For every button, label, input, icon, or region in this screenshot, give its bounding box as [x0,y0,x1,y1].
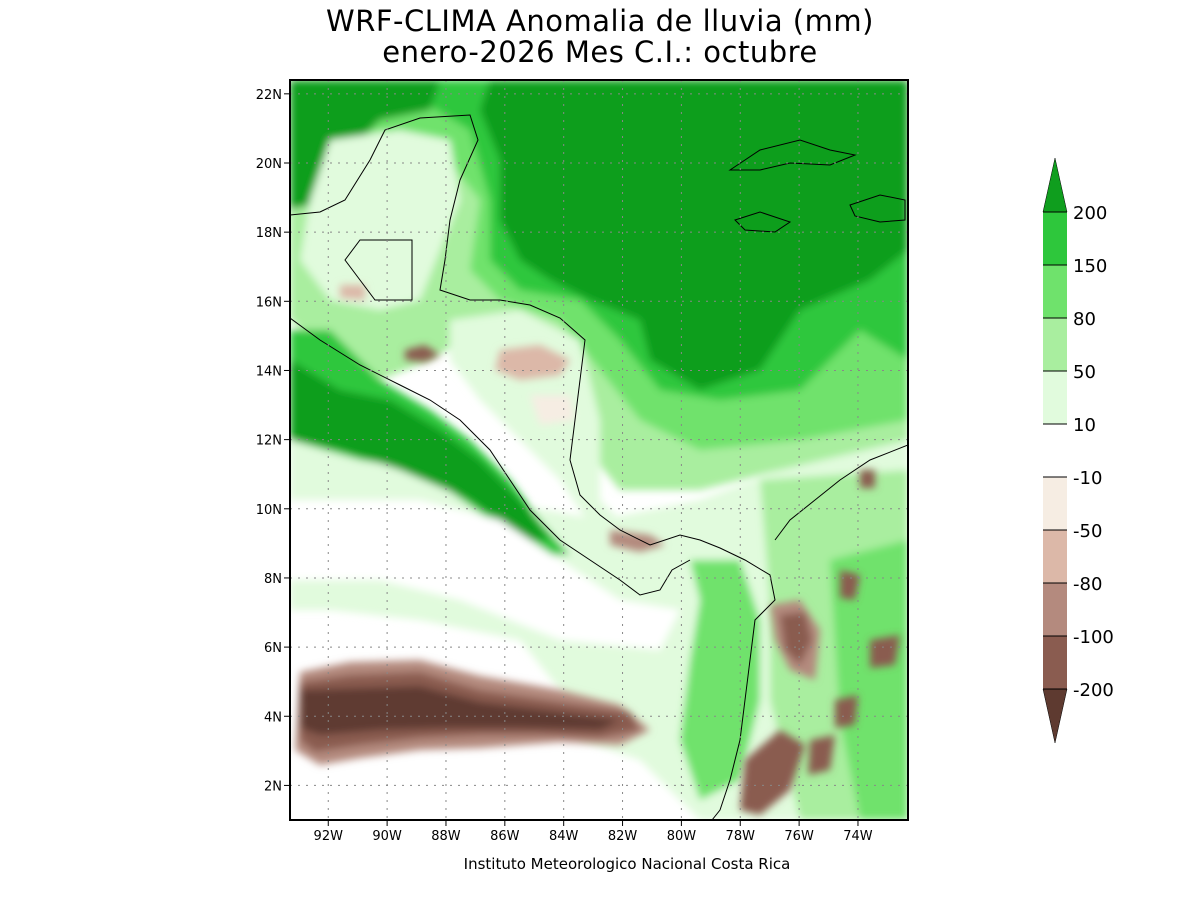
colorbar-segment [1043,530,1067,583]
lon-tick-label: 88W [431,829,461,844]
colorbar: 200 150 80 50 10 -10 -50 -80 -100 -200 [1042,157,1114,744]
lat-tick-label: 20N [256,157,282,172]
lat-tick-label: 22N [256,88,282,103]
lat-tick-label: 6N [264,641,282,656]
colorbar-label: 10 [1073,415,1096,436]
lat-tick-label: 4N [264,710,282,725]
map-title-line1: WRF-CLIMA Anomalia de lluvia (mm) [326,4,874,38]
colorbar-label: 80 [1073,309,1096,330]
lon-tick-label: 74W [843,829,873,844]
colorbar-label: 50 [1073,362,1096,383]
colorbar-label: -10 [1073,468,1102,489]
lon-tick-label: 78W [726,829,756,844]
lat-tick-label: 14N [256,364,282,379]
latitude-axis: 2N 4N 6N 8N 10N 12N 14N 16N 18N 20N 22N [256,88,290,794]
lon-tick-label: 84W [549,829,579,844]
lon-tick-label: 80W [667,829,697,844]
lat-tick-label: 16N [256,295,282,310]
lon-tick-label: 92W [314,829,344,844]
colorbar-segment [1043,636,1067,689]
colorbar-label: 150 [1073,256,1107,277]
colorbar-segment [1043,212,1067,265]
colorbar-label: -50 [1073,521,1102,542]
lon-tick-label: 76W [784,829,814,844]
map-grid [290,80,908,820]
lon-tick-label: 82W [608,829,638,844]
lon-tick-label: 90W [372,829,402,844]
lat-tick-label: 12N [256,434,282,449]
rainfall-anomaly-field [290,80,908,820]
lat-tick-label: 10N [256,503,282,518]
longitude-axis: 92W 90W 88W 86W 84W 82W 80W 78W 76W 74W [314,820,873,844]
colorbar-segment [1043,477,1067,530]
colorbar-label: 200 [1073,203,1107,224]
colorbar-label: -80 [1073,574,1102,595]
lat-tick-label: 8N [264,572,282,587]
colorbar-segment [1043,318,1067,371]
lon-tick-label: 86W [490,829,520,844]
colorbar-segment [1043,424,1067,477]
colorbar-top-arrow [1042,157,1068,213]
colorbar-label: -100 [1073,627,1114,648]
colorbar-segment [1043,371,1067,424]
colorbar-segment [1043,583,1067,636]
colorbar-bottom-arrow [1042,688,1068,744]
colorbar-segment [1043,265,1067,318]
lat-tick-label: 18N [256,226,282,241]
colorbar-label: -200 [1073,680,1114,701]
credit-text: Instituto Meteorologico Nacional Costa R… [464,855,791,873]
map-frame [289,79,909,821]
lat-tick-label: 2N [264,779,282,794]
map-title-line2: enero-2026 Mes C.I.: octubre [382,35,818,69]
